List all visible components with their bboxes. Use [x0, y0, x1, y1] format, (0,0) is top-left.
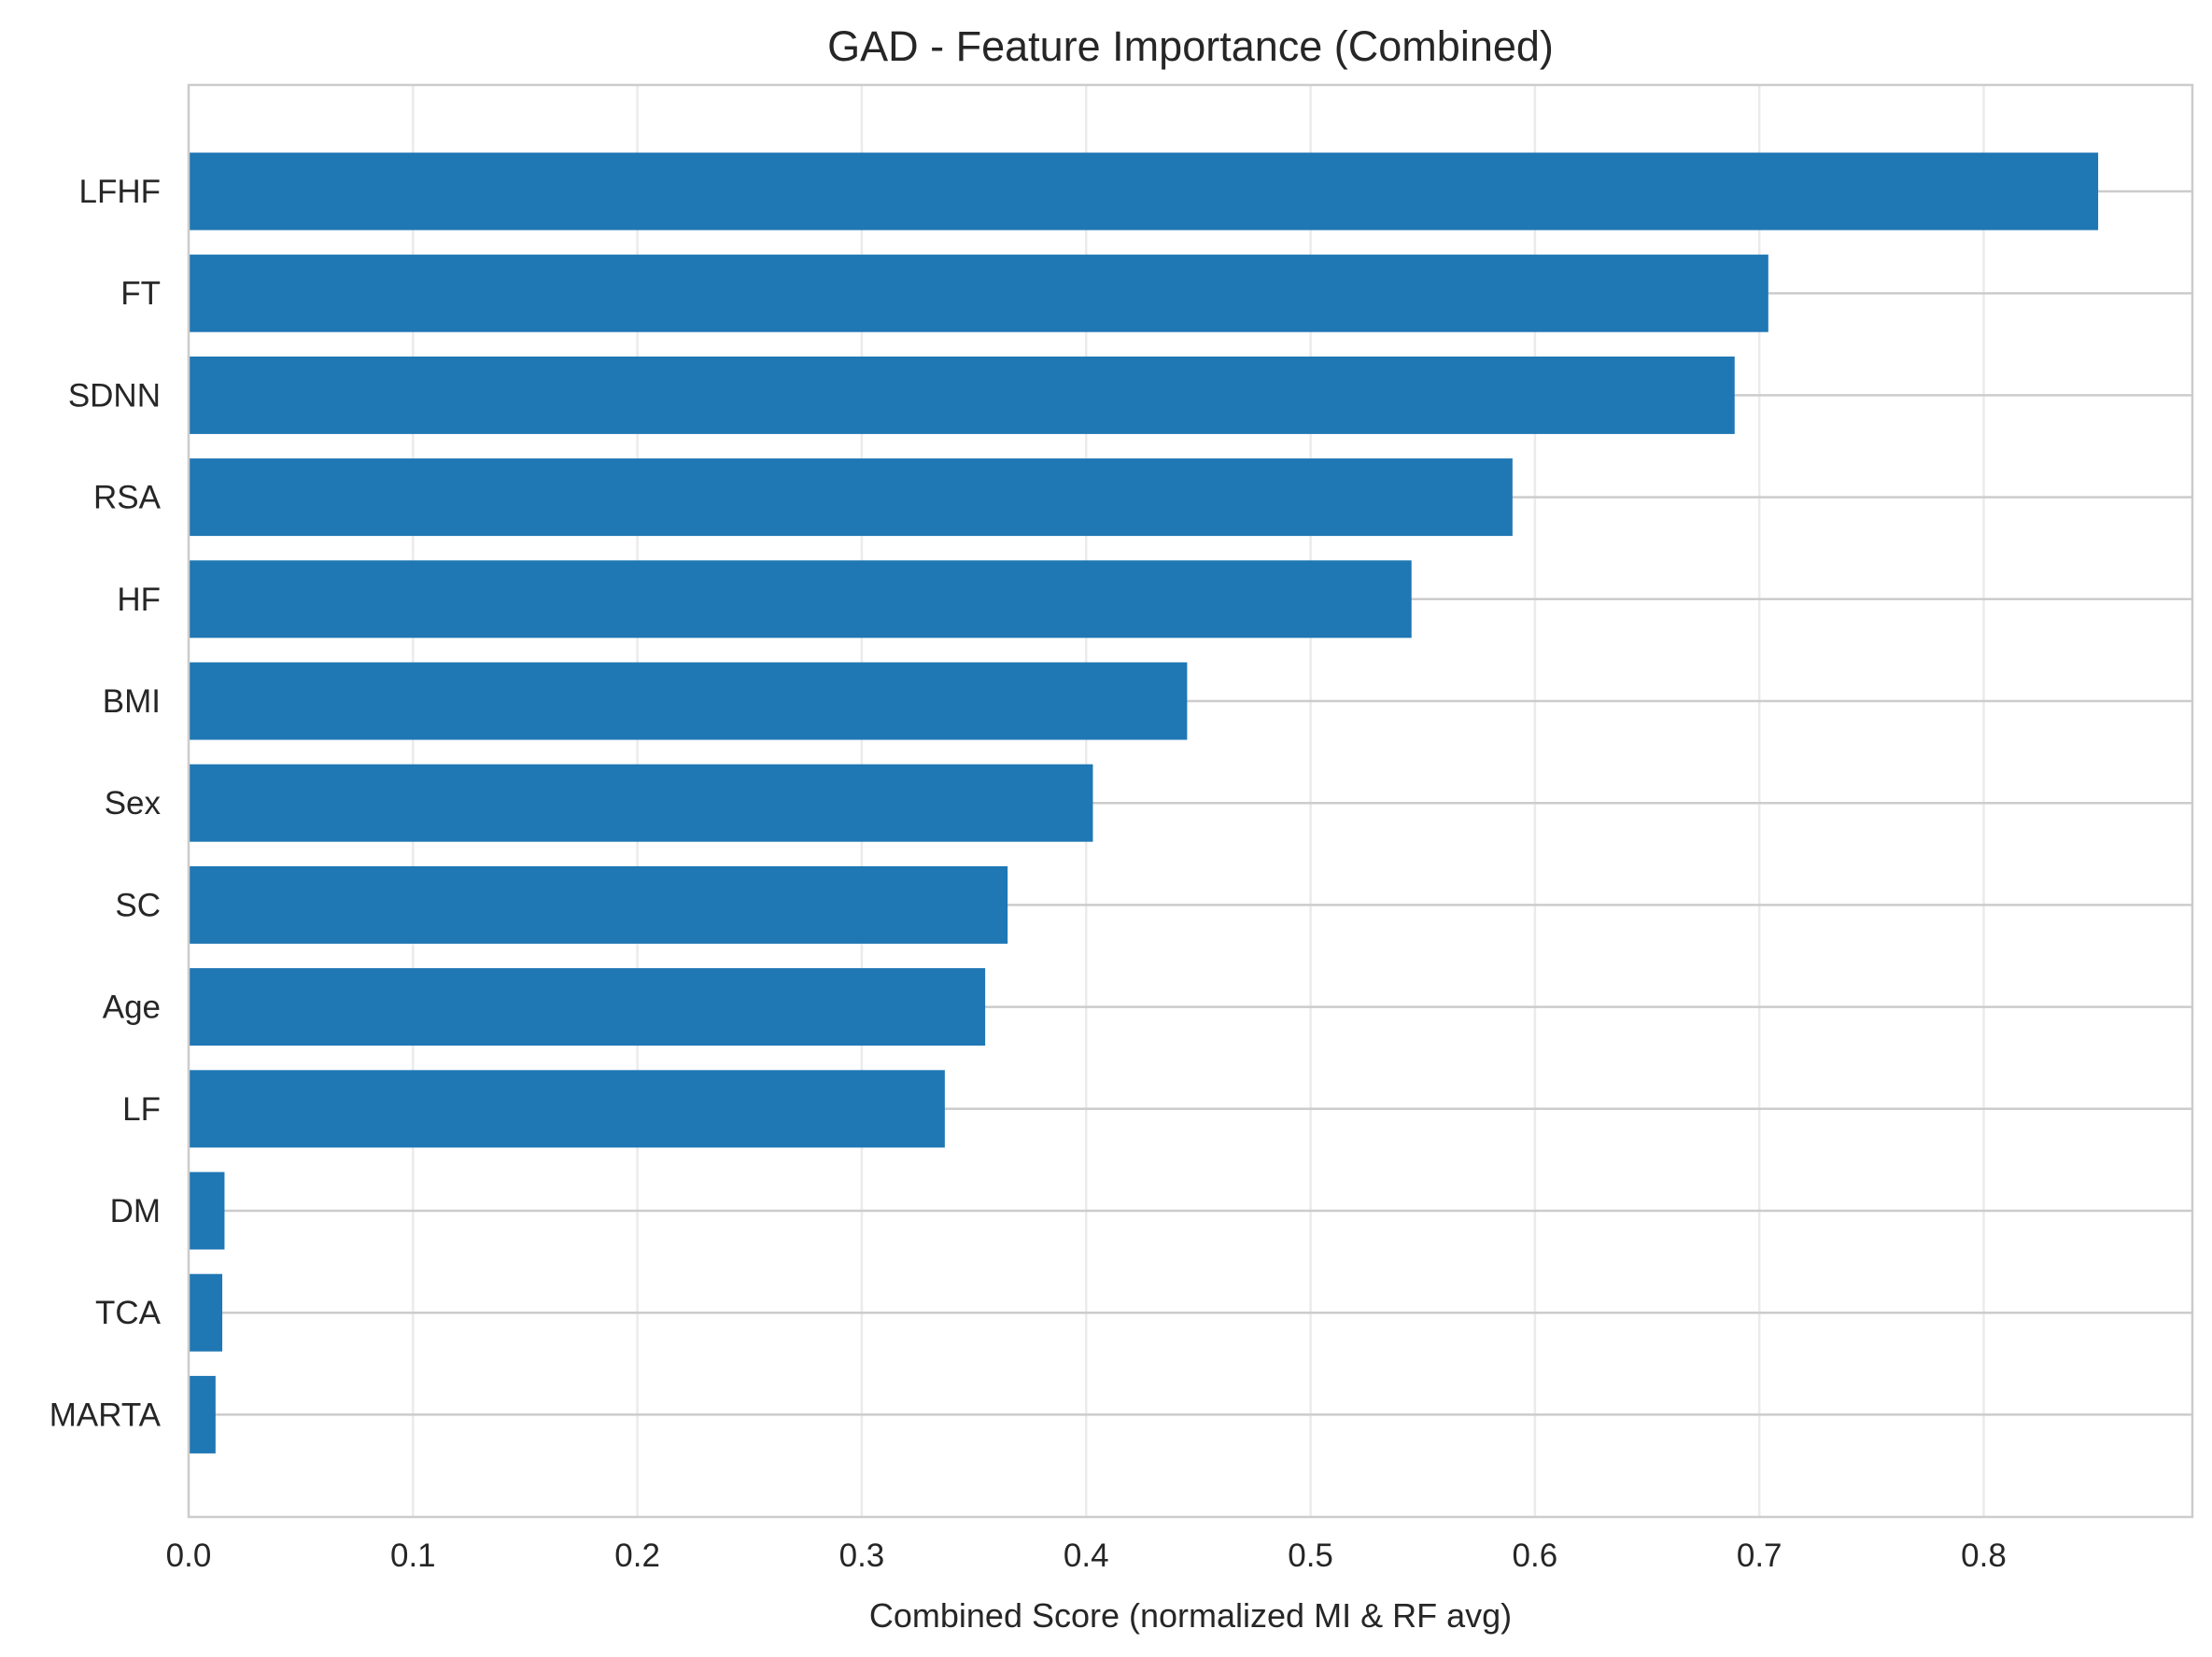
bar-bmi [189, 662, 1188, 740]
bar-lfhf [189, 152, 2099, 231]
bar-ft [189, 254, 1768, 332]
x-tick-label: 0.3 [839, 1538, 885, 1574]
y-tick-labels: LFHF FT SDNN RSA HF BMI Sex SC Age LF DM TCA MARTA [49, 174, 162, 1433]
x-tick-label: 0.8 [1961, 1538, 2007, 1574]
bar-sc [189, 865, 1008, 944]
bar-tca [189, 1273, 223, 1352]
x-tick-label: 0.4 [1064, 1538, 1109, 1574]
chart-title: GAD - Feature Importance (Combined) [827, 22, 1554, 70]
y-tick-label: HF [117, 582, 161, 618]
y-tick-label: SDNN [68, 377, 161, 414]
y-tick-label: Sex [105, 785, 162, 821]
bar-marta [189, 1375, 216, 1453]
y-tick-label: DM [110, 1193, 161, 1229]
bars [189, 152, 2099, 1453]
bar-lf [189, 1070, 945, 1148]
bar-sdnn [189, 356, 1735, 434]
y-tick-label: SC [115, 887, 161, 923]
x-tick-label: 0.7 [1737, 1538, 1782, 1574]
y-tick-label: LFHF [79, 174, 162, 210]
bar-rsa [189, 458, 1513, 537]
y-tick-label: Age [103, 990, 161, 1026]
y-tick-label: TCA [95, 1295, 162, 1331]
y-tick-label: FT [120, 275, 161, 312]
x-tick-label: 0.0 [166, 1538, 212, 1574]
x-axis-label: Combined Score (normalized MI & RF avg) [869, 1596, 1512, 1635]
x-tick-labels: 0.0 0.1 0.2 0.3 0.4 0.5 0.6 0.7 0.8 [166, 1538, 2007, 1574]
y-tick-label: RSA [93, 480, 162, 516]
bar-sex [189, 764, 1093, 842]
bar-age [189, 968, 986, 1046]
plot-frame [187, 83, 2194, 1519]
y-tick-label: BMI [103, 683, 161, 720]
x-tick-label: 0.1 [390, 1538, 436, 1574]
y-tick-label: LF [122, 1091, 161, 1128]
y-tick-label: MARTA [49, 1397, 162, 1433]
x-tick-label: 0.5 [1288, 1538, 1333, 1574]
x-tick-label: 0.2 [614, 1538, 660, 1574]
x-tick-label: 0.6 [1513, 1538, 1558, 1574]
bar-dm [189, 1172, 225, 1250]
bar-hf [189, 560, 1412, 639]
